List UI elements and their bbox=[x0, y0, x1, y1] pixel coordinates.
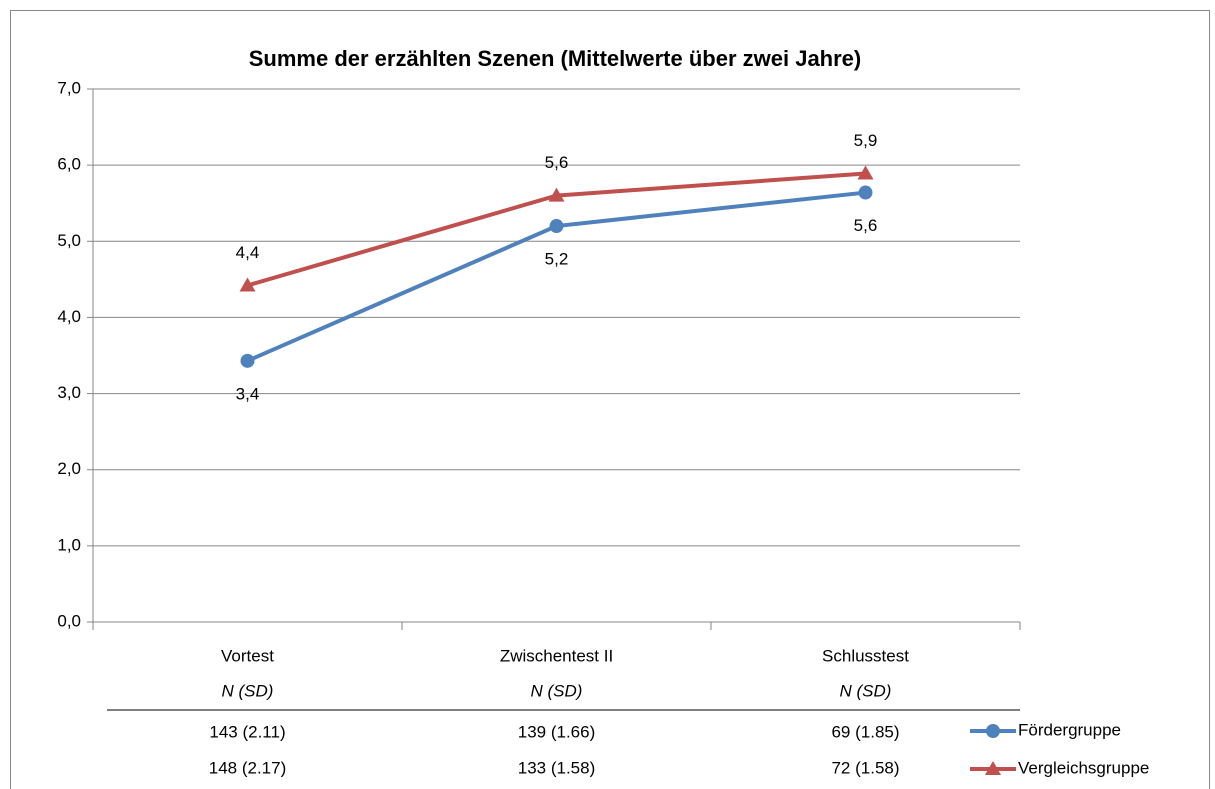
y-tick-label: 5,0 bbox=[57, 231, 81, 250]
y-tick-label: 1,0 bbox=[57, 535, 81, 554]
data-label: 5,6 bbox=[854, 216, 878, 235]
table-cell: 143 (2.11) bbox=[209, 722, 285, 741]
y-tick-label: 0,0 bbox=[57, 611, 81, 630]
legend-label: Vergleichsgruppe bbox=[1018, 758, 1149, 777]
table-header: N (SD) bbox=[840, 681, 892, 700]
x-tick-label: Schlusstest bbox=[822, 646, 909, 665]
point bbox=[857, 165, 874, 180]
table-header: N (SD) bbox=[531, 681, 583, 700]
point bbox=[986, 724, 1000, 738]
chart-title: Summe der erzählten Szenen (Mittelwerte … bbox=[249, 46, 862, 71]
y-tick-label: 2,0 bbox=[57, 459, 81, 478]
data-label: 5,2 bbox=[545, 250, 569, 269]
data-label: 5,9 bbox=[854, 131, 878, 150]
table-header: N (SD) bbox=[222, 681, 274, 700]
y-tick-label: 6,0 bbox=[57, 155, 81, 174]
point bbox=[548, 187, 565, 202]
x-tick-label: Zwischentest II bbox=[500, 646, 613, 665]
point bbox=[549, 219, 564, 234]
table-cell: 69 (1.85) bbox=[831, 722, 899, 741]
table-cell: 139 (1.66) bbox=[518, 722, 596, 741]
x-tick-label: Vortest bbox=[221, 646, 274, 665]
y-tick-label: 4,0 bbox=[57, 307, 81, 326]
point bbox=[240, 353, 255, 368]
point bbox=[858, 185, 873, 200]
table-cell: 72 (1.58) bbox=[831, 758, 899, 777]
data-label: 3,4 bbox=[236, 384, 260, 403]
legend-label: Fördergruppe bbox=[1018, 720, 1121, 739]
point bbox=[239, 277, 256, 292]
data-label: 5,6 bbox=[545, 153, 569, 172]
data-label: 4,4 bbox=[236, 243, 260, 262]
chart-border bbox=[10, 10, 1210, 789]
table-cell: 148 (2.17) bbox=[209, 758, 287, 777]
y-tick-label: 7,0 bbox=[57, 78, 81, 97]
y-tick-label: 3,0 bbox=[57, 383, 81, 402]
point bbox=[985, 761, 1001, 775]
table-cell: 133 (1.58) bbox=[518, 758, 596, 777]
series-line bbox=[246, 190, 866, 363]
